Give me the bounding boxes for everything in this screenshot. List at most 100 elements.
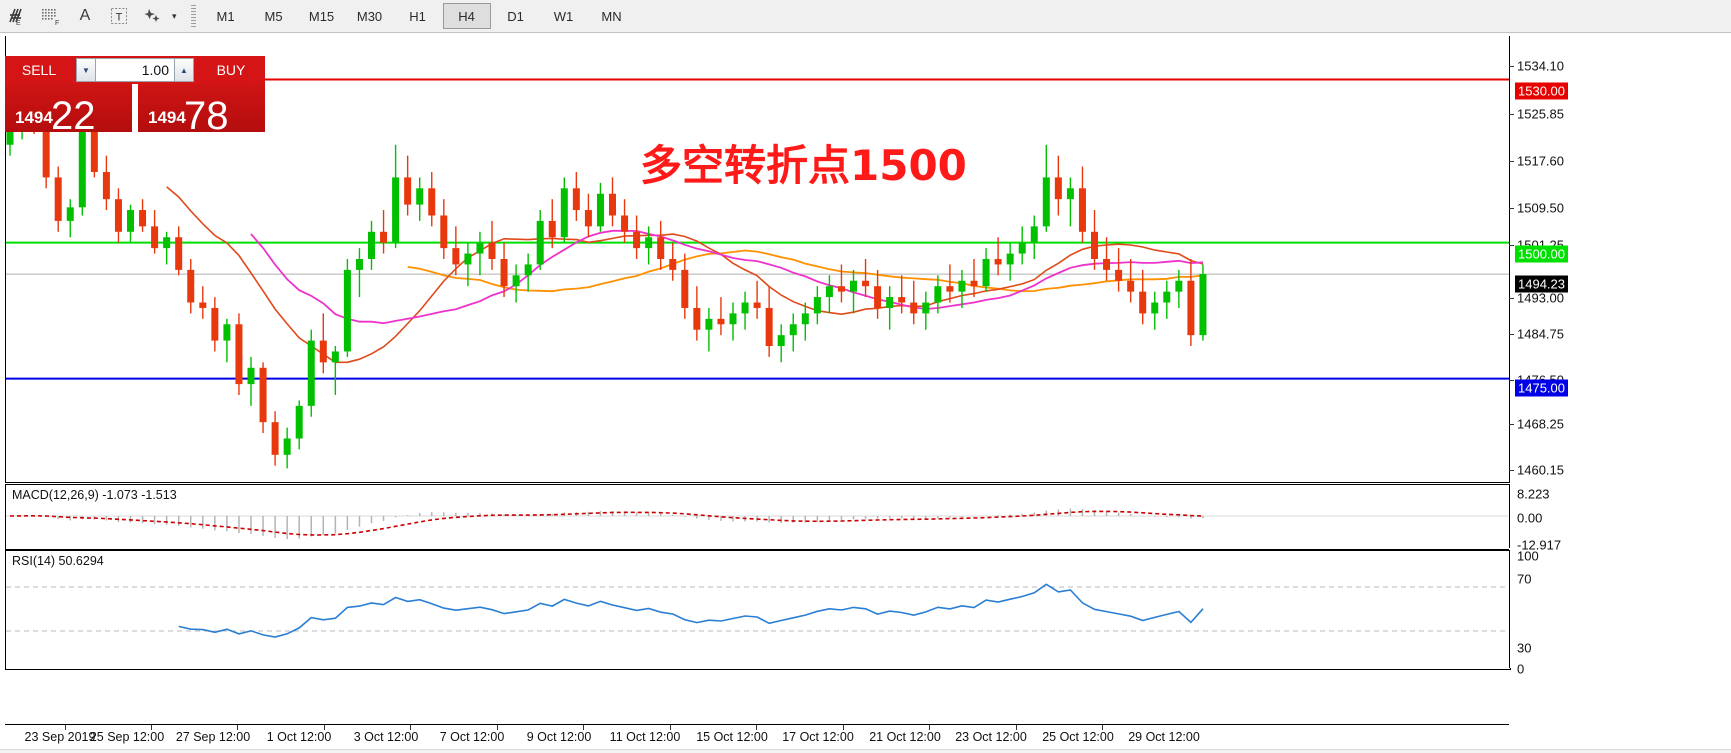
toolbar-grip[interactable] (190, 5, 196, 27)
candle-body (259, 367, 267, 423)
candle-body (331, 351, 339, 363)
buy-button[interactable]: BUY (197, 56, 265, 84)
timeframe-m5[interactable]: M5 (264, 8, 283, 24)
candle-body (753, 302, 761, 308)
sell-price-big: 1494 (15, 108, 53, 127)
indicator-scale-label: 30 (1517, 640, 1532, 656)
time-tick (843, 725, 844, 730)
candle-body (1151, 302, 1159, 314)
timeframe-w1[interactable]: W1 (553, 8, 574, 24)
candle-body (187, 269, 195, 303)
candle-body (621, 215, 629, 232)
candle-body (1054, 177, 1062, 200)
indicator-scale-label: 100 (1517, 548, 1539, 564)
time-scale[interactable]: 23 Sep 2019 25 Sep 12:00 27 Sep 12:00 1 Oct… (5, 724, 1509, 753)
candle-body (657, 237, 665, 259)
candle-body (114, 199, 122, 232)
timeframe-d1[interactable]: D1 (507, 8, 524, 24)
candle-body (741, 302, 749, 314)
candle-body (1115, 269, 1123, 281)
volume-down-icon[interactable]: ▼ (76, 58, 96, 82)
one-click-trading-panel[interactable]: SELL ▼ 1.00 ▲ BUY 1494 22 1494 78 (5, 56, 265, 136)
rsi-chart-svg (6, 583, 1508, 638)
timeframe-m15[interactable]: M15 (308, 8, 335, 24)
candle-body (1175, 280, 1183, 292)
time-tick (929, 725, 930, 730)
macd-indicator-panel[interactable]: MACD(12,26,9) -1.073 -1.513 (5, 484, 1511, 550)
price-tick (1509, 380, 1514, 381)
svg-text:E: E (16, 20, 21, 26)
timeframe-h1[interactable]: H1 (409, 8, 426, 24)
candle-body (54, 177, 62, 221)
candle-body (488, 242, 496, 259)
price-label: 1484.75 (1517, 326, 1564, 342)
moving-average-line (250, 229, 1204, 325)
time-label: 7 Oct 12:00 (439, 730, 505, 744)
candle-body (934, 286, 942, 303)
buy-price-quote[interactable]: 1494 78 (138, 84, 265, 136)
time-tick (151, 725, 152, 730)
rsi-line (178, 583, 1204, 638)
candle-body (1006, 253, 1014, 265)
time-tick (237, 725, 238, 730)
timeframe-h4[interactable]: H4 (442, 3, 491, 29)
time-tick (410, 725, 411, 730)
candle-body (355, 259, 363, 270)
moving-average-line (166, 186, 1204, 364)
candle-body (705, 318, 713, 330)
candle-body (946, 286, 954, 292)
volume-stepper[interactable]: ▼ 1.00 ▲ (73, 56, 197, 84)
text-object-icon[interactable]: T (102, 1, 136, 31)
price-tick (1509, 424, 1514, 425)
candle-body (1042, 177, 1050, 227)
candle-body (789, 324, 797, 336)
objects-icon[interactable] (136, 1, 170, 31)
candle-body (922, 302, 930, 314)
price-label-highlight: 1500.00 (1515, 245, 1568, 263)
svg-text:F: F (55, 20, 59, 26)
toolbar: E F A T ▾ M1 M5 M15 M30 H1 (0, 0, 1731, 33)
price-label: 1460.15 (1517, 462, 1564, 478)
candle-body (681, 269, 689, 308)
sell-price-quote[interactable]: 1494 22 (5, 84, 132, 136)
time-label: 9 Oct 12:00 (526, 730, 592, 744)
candle-body (825, 286, 833, 298)
timeframe-m1[interactable]: M1 (216, 8, 235, 24)
candle-body (271, 422, 279, 455)
price-tick (1509, 298, 1514, 299)
objects-dropdown-caret[interactable]: ▾ (172, 10, 177, 21)
crosshair-grid-icon[interactable]: F (34, 1, 68, 31)
text-label-icon[interactable]: A (79, 7, 91, 24)
candle-body (343, 269, 351, 352)
rsi-indicator-panel[interactable]: RSI(14) 50.6294 (5, 550, 1511, 670)
price-label-highlight: 1530.00 (1515, 82, 1568, 100)
candle-body (1066, 188, 1074, 200)
timeframe-m30[interactable]: M30 (356, 8, 383, 24)
candle-body (560, 188, 568, 238)
sell-button[interactable]: SELL (5, 56, 73, 84)
candle-body (572, 188, 580, 211)
indicators-icon[interactable]: E (0, 1, 34, 31)
price-scale[interactable]: 1534.101525.851517.601509.501501.251493.… (1509, 36, 1731, 677)
candle-body (862, 280, 870, 287)
price-label: 1493.00 (1517, 290, 1564, 306)
candle-body (66, 207, 74, 221)
volume-up-icon[interactable]: ▲ (174, 58, 194, 82)
candle-body (440, 215, 448, 249)
sell-price-pips: 22 (51, 94, 96, 138)
indicator-scale-label: 8.223 (1517, 486, 1550, 502)
window-bottom-strip (0, 750, 1731, 753)
price-label: 1525.85 (1517, 106, 1564, 122)
candle-body (283, 438, 291, 455)
price-label-highlight: 1494.23 (1515, 275, 1568, 293)
time-tick (756, 725, 757, 730)
volume-input[interactable]: 1.00 (96, 58, 174, 82)
time-label: 15 Oct 12:00 (696, 730, 768, 744)
timeframe-mn[interactable]: MN (601, 8, 622, 24)
candle-body (1199, 274, 1207, 336)
candle-body (1127, 280, 1135, 292)
candle-body (151, 226, 159, 249)
candle-body (380, 231, 388, 243)
candle-body (247, 367, 255, 385)
candle-body (1091, 231, 1098, 259)
